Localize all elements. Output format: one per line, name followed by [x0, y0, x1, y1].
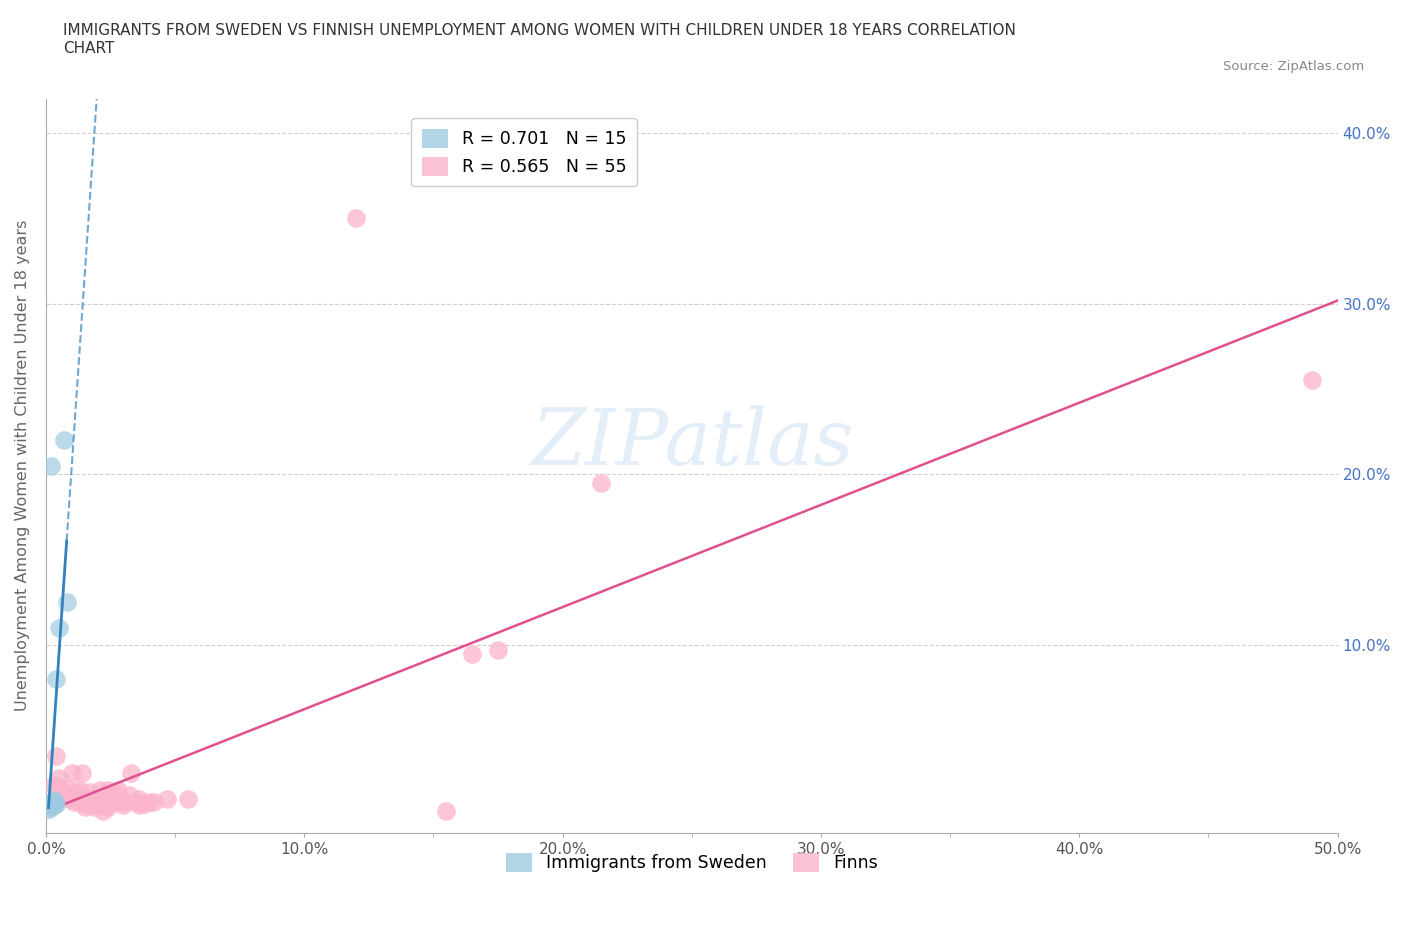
- Point: [84, 791, 107, 806]
- Point: [42, 777, 65, 792]
- Point: [48, 620, 70, 635]
- Point: [110, 794, 132, 809]
- Point: [39, 458, 62, 473]
- Point: [107, 783, 129, 798]
- Point: [104, 786, 127, 801]
- Point: [39, 796, 62, 811]
- Point: [461, 646, 484, 661]
- Point: [143, 794, 166, 809]
- Point: [156, 791, 179, 806]
- Point: [1301, 373, 1323, 388]
- Point: [60, 765, 83, 780]
- Point: [45, 749, 67, 764]
- Point: [591, 475, 613, 490]
- Point: [104, 794, 127, 809]
- Point: [73, 800, 96, 815]
- Point: [58, 791, 80, 806]
- Text: IMMIGRANTS FROM SWEDEN VS FINNISH UNEMPLOYMENT AMONG WOMEN WITH CHILDREN UNDER 1: IMMIGRANTS FROM SWEDEN VS FINNISH UNEMPL…: [63, 23, 1017, 56]
- Point: [91, 796, 114, 811]
- Y-axis label: Unemployment Among Women with Children Under 18 years: Unemployment Among Women with Children U…: [15, 220, 30, 711]
- Point: [97, 800, 120, 815]
- Point: [45, 671, 67, 686]
- Point: [55, 781, 77, 796]
- Point: [51, 783, 73, 798]
- Point: [128, 791, 150, 806]
- Point: [486, 643, 509, 658]
- Point: [84, 800, 107, 815]
- Text: ZIPatlas: ZIPatlas: [530, 405, 853, 482]
- Point: [79, 784, 101, 799]
- Point: [128, 798, 150, 813]
- Point: [94, 796, 117, 811]
- Point: [138, 794, 160, 809]
- Point: [134, 796, 156, 811]
- Point: [79, 796, 101, 811]
- Point: [42, 793, 65, 808]
- Point: [45, 796, 67, 811]
- Point: [66, 784, 89, 799]
- Point: [86, 796, 108, 811]
- Text: Source: ZipAtlas.com: Source: ZipAtlas.com: [1223, 60, 1364, 73]
- Point: [117, 788, 139, 803]
- Point: [120, 765, 142, 780]
- Point: [48, 781, 70, 796]
- Point: [39, 800, 62, 815]
- Point: [42, 798, 65, 813]
- Point: [38, 802, 60, 817]
- Point: [42, 794, 65, 809]
- Point: [177, 791, 200, 806]
- Point: [91, 804, 114, 818]
- Point: [69, 794, 91, 809]
- Point: [89, 783, 111, 798]
- Point: [38, 796, 60, 811]
- Point: [101, 791, 124, 806]
- Point: [76, 796, 98, 811]
- Point: [112, 798, 135, 813]
- Point: [55, 595, 77, 610]
- Point: [69, 783, 91, 798]
- Point: [101, 794, 124, 809]
- Point: [53, 786, 76, 801]
- Point: [53, 432, 76, 447]
- Point: [48, 771, 70, 786]
- Point: [115, 794, 138, 809]
- Point: [63, 794, 86, 809]
- Point: [344, 211, 367, 226]
- Legend: Immigrants from Sweden, Finns: Immigrants from Sweden, Finns: [499, 846, 884, 879]
- Point: [125, 794, 148, 809]
- Point: [38, 798, 60, 813]
- Point: [60, 786, 83, 801]
- Point: [86, 791, 108, 806]
- Point: [97, 783, 120, 798]
- Point: [39, 794, 62, 809]
- Point: [70, 765, 93, 780]
- Point: [76, 791, 98, 806]
- Point: [82, 791, 104, 806]
- Point: [434, 804, 457, 818]
